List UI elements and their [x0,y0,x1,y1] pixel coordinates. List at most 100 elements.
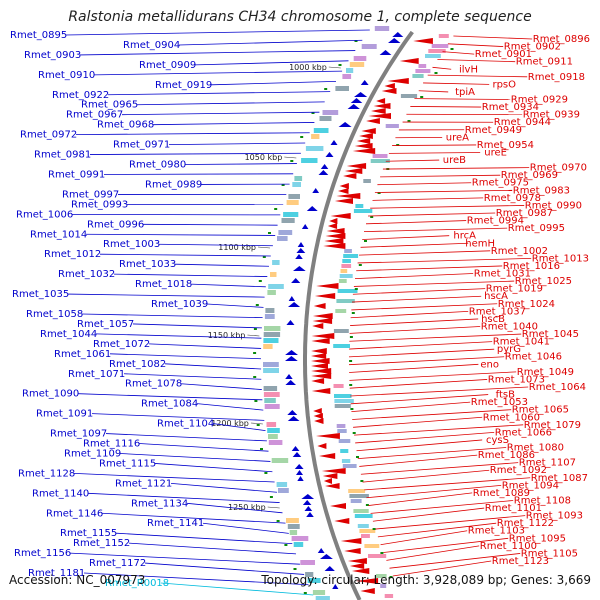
forward-gene-arrow [297,242,305,247]
reverse-gene-connector [423,82,490,85]
reverse-gene-block [348,489,366,493]
reverse-gene-block [355,204,364,208]
reverse-gene-label: Rmet_1037 [469,306,526,317]
reverse-gene-arrow [338,188,349,194]
reverse-gene-block [354,514,373,518]
reverse-gene-connector [377,522,497,538]
forward-gene-arrow [296,248,306,253]
reverse-gene-arrow [387,78,409,84]
scale-label: 1000 kbp [289,63,327,72]
reverse-gene-connector [385,159,440,162]
reverse-gene-label: Rmet_1086 [478,450,535,461]
reverse-gene-block [340,269,348,273]
forward-gene-arrow [287,410,298,415]
reverse-gene-block [338,439,351,443]
scale-tick [253,328,257,330]
forward-gene-block [267,428,280,433]
reverse-gene-label: Rmet_1105 [521,548,578,559]
reverse-gene-arrow [373,103,391,109]
reverse-gene-arrow [371,108,386,114]
reverse-gene-label: Rmet_1103 [468,526,525,537]
forward-gene-connector [210,80,337,86]
reverse-gene-block [412,74,424,78]
forward-gene-block [281,218,295,223]
reverse-gene-connector [362,469,490,483]
forward-gene-connector [69,552,300,565]
reverse-gene-arrow [311,333,335,339]
reverse-gene-label: Rmet_0995 [508,223,565,234]
reverse-gene-arrow [326,228,345,234]
forward-gene-label: Rmet_0904 [123,40,180,51]
reverse-gene-block [334,394,352,398]
reverse-gene-connector [370,205,525,209]
scale-tick [356,456,359,458]
forward-gene-block [319,116,332,121]
scale-tick [268,232,271,234]
scale-tick [377,192,381,194]
forward-gene-block [315,596,330,600]
forward-gene-connector [107,91,331,96]
forward-gene-arrow [292,452,302,457]
reverse-gene-arrow [311,353,327,359]
reverse-gene-block [415,69,431,73]
reverse-gene-arrow [343,173,357,179]
reverse-gene-label: Rmet_0944 [494,117,551,128]
forward-gene-label: Rmet_0972 [20,130,77,141]
forward-gene-label: Rmet_1006 [16,209,73,220]
forward-gene-connector [83,572,309,586]
reverse-gene-block [361,534,370,538]
reverse-gene-block [353,509,369,513]
forward-gene-arrow [288,302,301,307]
scale-tick [372,528,376,530]
forward-gene-arrow [320,164,329,169]
reverse-gene-block [357,524,369,528]
reverse-gene-connector [442,51,475,55]
forward-gene-block [276,482,288,487]
forward-gene-connector [190,283,266,288]
scale-tick [269,496,273,498]
reverse-gene-label: Rmet_1087 [531,473,588,484]
scale-tick [260,448,263,450]
reverse-gene-connector [351,303,498,311]
reverse-gene-arrow [376,98,386,104]
reverse-gene-connector [375,515,526,530]
forward-gene-block [263,362,279,367]
reverse-gene-label: eno [480,359,499,370]
reverse-gene-arrow [325,233,346,239]
scale-tick [352,432,356,434]
map-title: Ralstonia metallidurans CH34 chromosome … [68,9,532,25]
reverse-gene-connector [372,197,484,201]
reverse-gene-block [428,49,446,53]
reverse-gene-label: Rmet_1094 [502,480,559,491]
reverse-gene-arrow [330,503,346,509]
reverse-gene-connector [377,182,472,186]
forward-gene-connector [202,522,289,534]
reverse-gene-block [370,159,390,163]
reverse-gene-arrow [399,58,419,64]
reverse-gene-label: Rmet_1024 [498,299,555,310]
reverse-gene-arrow [312,313,333,319]
forward-gene-label: Rmet_1091 [36,409,93,420]
reverse-gene-arrow [322,473,338,479]
forward-gene-block [346,68,354,73]
forward-gene-arrow [320,554,333,559]
reverse-gene-arrow [323,243,346,249]
reverse-gene-connector [356,265,503,272]
reverse-gene-arrow [384,83,395,89]
forward-gene-label: Rmet_1116 [83,439,140,450]
reverse-gene-arrow [311,358,330,364]
reverse-gene-block [335,309,347,313]
scale-tick [349,384,353,386]
forward-gene-block [263,344,273,349]
forward-gene-connector [184,163,297,165]
forward-gene-arrow [285,350,298,355]
reverse-gene-connector [414,98,511,100]
forward-gene-label: Rmet_1121 [115,478,172,489]
reverse-gene-label: Rmet_1123 [492,556,549,567]
forward-gene-label: Rmet_1115 [99,458,156,469]
forward-gene-connector [128,542,297,555]
reverse-gene-arrow [349,563,365,569]
reverse-gene-arrow [311,368,332,374]
forward-gene-block [289,530,298,535]
reverse-gene-block [344,249,352,253]
